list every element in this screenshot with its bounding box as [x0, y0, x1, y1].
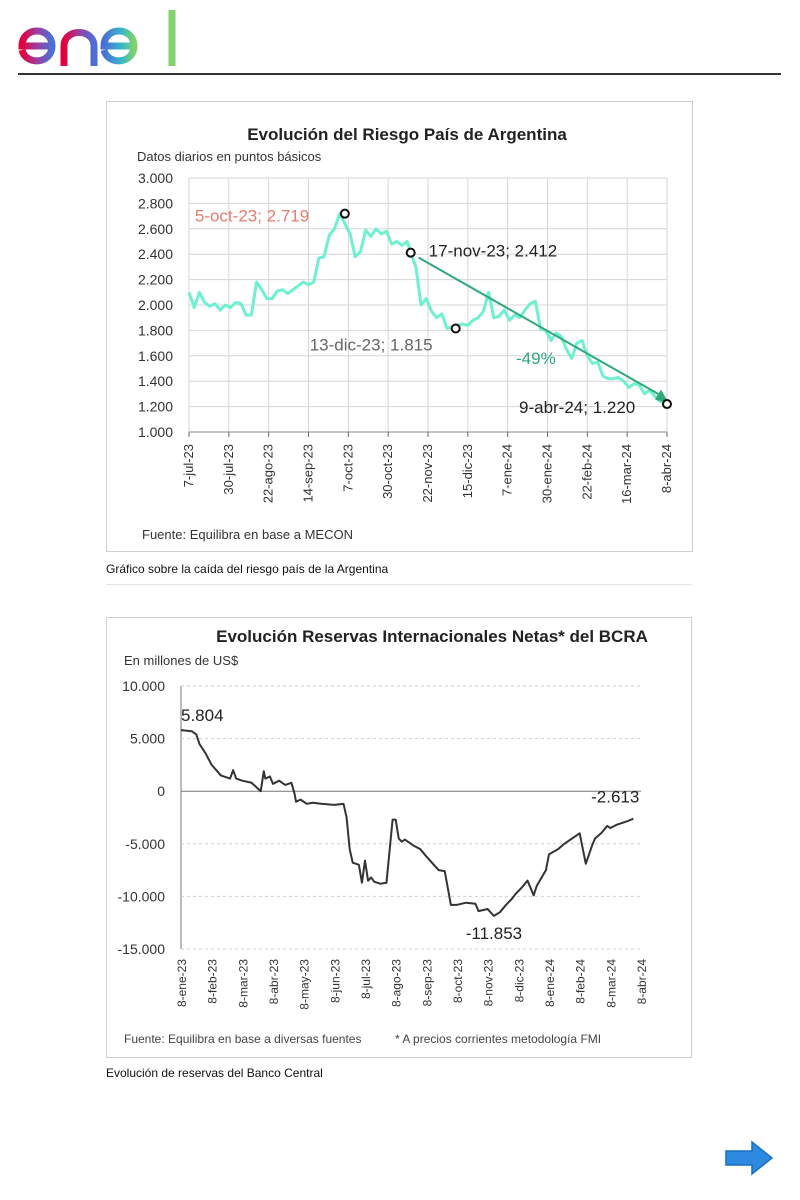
- chart1-y-tick-label: 2.200: [138, 272, 173, 288]
- chart1-x-tick-label: 22-ago-23: [261, 444, 276, 503]
- chart2-x-tick-label: 8-abr-24: [635, 959, 649, 1005]
- chart2-x-tick-label: 8-ene-24: [543, 959, 557, 1007]
- chart2-x-tick-label: 8-feb-23: [206, 959, 220, 1004]
- chart2-x-tick-label: 8-mar-23: [236, 959, 250, 1008]
- chart1-y-tick-label: 1.000: [138, 424, 173, 440]
- chart1-y-tick-label: 2.600: [138, 221, 173, 237]
- riesgo-pais-figure: Evolución del Riesgo País de Argentina D…: [106, 101, 693, 552]
- chart2-x-tick-label: 8-nov-23: [482, 959, 496, 1007]
- chart1-x-tick-label: 7-jul-23: [181, 444, 196, 487]
- arrow-right-icon: [725, 1140, 774, 1176]
- chart2-x-tick-label: 8-jun-23: [328, 959, 342, 1003]
- chart1-percent-change: -49%: [516, 349, 556, 368]
- reservas-figure: Evolución Reservas Internacionales Netas…: [106, 617, 692, 1058]
- chart1-subtitle: Datos diarios en puntos básicos: [137, 149, 322, 164]
- header: enel: [0, 0, 800, 76]
- chart2-x-tick-label: 8-ene-23: [175, 959, 189, 1007]
- chart1-trend-line: [418, 256, 662, 397]
- chart2-x-tick-label: 8-ago-23: [390, 959, 404, 1007]
- chart2-y-tick-label: -10.000: [118, 888, 166, 904]
- chart1-point-marker: [662, 399, 672, 410]
- chart2-caption: Evolución de reservas del Banco Central: [106, 1066, 323, 1080]
- chart1-annotation: 17-nov-23; 2.412: [429, 242, 558, 261]
- chart1-series-line: [187, 212, 668, 406]
- chart2-y-tick-label: 10.000: [122, 678, 165, 694]
- chart2-x-tick-label: 8-abr-23: [267, 959, 281, 1005]
- chart1-annotation: 9-abr-24; 1.220: [519, 398, 635, 417]
- chart1-y-tick-label: 3.000: [138, 170, 173, 186]
- chart2-annotation: -11.853: [466, 924, 522, 943]
- chart1-y-tick-label: 2.800: [138, 195, 173, 211]
- chart1-source: Fuente: Equilibra en base a MECON: [142, 527, 353, 542]
- chart2-y-tick-label: 0: [157, 783, 165, 799]
- chart2-series-line: [180, 729, 634, 917]
- chart2-x-tick-label: 8-feb-24: [574, 959, 588, 1004]
- chart2-subtitle: En millones de US$: [124, 653, 239, 668]
- chart1-x-tick-label: 30-ene-24: [540, 444, 555, 503]
- chart2-x-tick-label: 8-jul-23: [359, 959, 373, 999]
- chart1-y-tick-label: 2.000: [138, 297, 173, 313]
- header-divider: [18, 73, 781, 75]
- chart1-x-tick-label: 16-mar-24: [619, 444, 634, 504]
- chart2-x-tick-label: 8-mar-24: [604, 959, 618, 1008]
- chart1-x-tick-label: 15-dic-23: [460, 444, 475, 498]
- chart1-point-marker: [450, 323, 461, 334]
- chart2-x-tick-label: 8-may-23: [298, 959, 312, 1010]
- chart2-x-tick-label: 8-dic-23: [512, 959, 526, 1003]
- chart2-annotation: 5.804: [181, 706, 224, 725]
- chart1-x-tick-label: 30-oct-23: [380, 444, 395, 499]
- chart1-x-tick-label: 8-abr-24: [659, 444, 674, 493]
- chart2-title: Evolución Reservas Internacionales Netas…: [216, 627, 648, 646]
- chart1-y-tick-label: 1.600: [138, 348, 173, 364]
- riesgo-pais-chart: Evolución del Riesgo País de Argentina D…: [137, 125, 674, 542]
- chart2-x-tick-label: 8-oct-23: [451, 959, 465, 1003]
- chart2-y-tick-label: -15.000: [118, 941, 166, 957]
- chart1-y-tick-label: 1.800: [138, 322, 173, 338]
- chart1-y-tick-label: 1.400: [138, 373, 173, 389]
- chart2-y-tick-label: -5.000: [125, 836, 165, 852]
- chart1-x-tick-label: 30-jul-23: [221, 444, 236, 495]
- chart1-y-tick-label: 2.400: [138, 246, 173, 262]
- chart1-y-tick-label: 1.200: [138, 399, 173, 415]
- chart2-footnote: * A precios corrientes metodología FMI: [395, 1032, 601, 1046]
- chart1-caption: Gráfico sobre la caída del riesgo país d…: [106, 562, 389, 576]
- chart1-point-marker: [405, 247, 416, 258]
- chart1-annotation: 5-oct-23; 2.719: [195, 207, 309, 226]
- enel-logo[interactable]: enel: [16, 6, 186, 77]
- chart1-point-marker: [339, 208, 350, 219]
- chart1-x-tick-label: 14-sep-23: [301, 444, 316, 503]
- section-divider: [106, 584, 692, 585]
- next-button[interactable]: [724, 1140, 774, 1181]
- chart1-x-tick-label: 22-feb-24: [579, 444, 594, 500]
- enel-logo-graphic: [18, 10, 176, 66]
- reservas-chart: Evolución Reservas Internacionales Netas…: [118, 627, 649, 1046]
- chart1-x-tick-label: 22-nov-23: [420, 444, 435, 503]
- chart2-y-tick-label: 5.000: [130, 731, 165, 747]
- chart1-title: Evolución del Riesgo País de Argentina: [247, 125, 567, 144]
- chart1-x-tick-label: 7-oct-23: [340, 444, 355, 492]
- chart2-x-tick-label: 8-sep-23: [420, 959, 434, 1007]
- chart2-annotation: -2.613: [591, 788, 639, 807]
- chart2-source: Fuente: Equilibra en base a diversas fue…: [124, 1032, 361, 1046]
- chart1-annotation: 13-dic-23; 1.815: [310, 335, 433, 354]
- chart1-x-tick-label: 7-ene-24: [500, 444, 515, 496]
